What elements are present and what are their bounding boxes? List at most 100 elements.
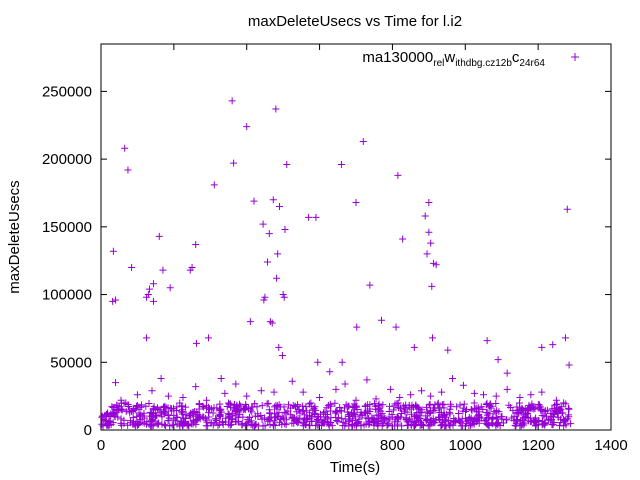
data-point-band <box>228 415 236 423</box>
data-point-band <box>270 417 278 425</box>
data-point-band <box>481 417 489 425</box>
data-point-band <box>385 420 393 428</box>
data-point <box>192 383 200 391</box>
data-point <box>503 369 511 377</box>
data-point-band <box>514 415 522 423</box>
data-point-band <box>413 413 421 421</box>
data-point-band <box>313 421 321 429</box>
data-point <box>259 220 267 228</box>
data-point <box>192 240 200 248</box>
data-point-band <box>483 409 491 417</box>
data-point-band <box>471 405 479 413</box>
data-point <box>149 280 157 288</box>
data-point <box>257 387 265 395</box>
data-point-band <box>120 416 128 424</box>
data-point <box>278 352 286 360</box>
data-point-band <box>535 417 543 425</box>
data-point-band <box>135 419 143 427</box>
data-point-band <box>368 414 376 422</box>
data-point-band <box>213 404 221 412</box>
data-point-band <box>183 421 191 429</box>
data-point-band <box>555 406 563 414</box>
data-point <box>230 159 238 167</box>
data-point-band <box>195 414 203 422</box>
data-point-band <box>508 414 516 422</box>
data-point <box>283 161 291 169</box>
data-point <box>527 391 535 399</box>
data-point-band <box>489 413 497 421</box>
data-point-band <box>231 407 239 415</box>
data-point-band <box>275 401 283 409</box>
data-point-band <box>346 411 354 419</box>
data-point-band <box>366 401 374 409</box>
data-point <box>305 213 313 221</box>
data-point <box>159 266 167 274</box>
data-point-band <box>402 401 410 409</box>
data-point <box>148 387 156 395</box>
data-point-band <box>543 413 551 421</box>
data-point <box>275 343 283 351</box>
data-point <box>338 358 346 366</box>
data-point <box>246 318 254 326</box>
data-point <box>438 388 446 396</box>
data-point-band <box>463 406 471 414</box>
data-point-band <box>223 402 231 410</box>
data-point-band <box>465 422 473 430</box>
data-point-band <box>169 404 177 412</box>
data-point <box>133 391 141 399</box>
data-point-band <box>126 406 134 414</box>
data-point-band <box>438 416 446 424</box>
data-point-band <box>406 415 414 423</box>
data-point-band <box>184 421 192 429</box>
data-point-band <box>164 417 172 425</box>
data-point-band <box>352 402 360 410</box>
data-point-band <box>381 414 389 422</box>
data-point-band <box>146 408 154 416</box>
data-point <box>549 341 557 349</box>
data-point-band <box>485 414 493 422</box>
data-point-band <box>362 420 370 428</box>
data-point-band <box>325 422 333 430</box>
data-point-band <box>431 406 439 414</box>
data-point-band <box>147 416 155 424</box>
data-point <box>276 203 283 211</box>
data-point-band <box>327 402 335 410</box>
data-point-band <box>218 419 226 427</box>
data-point-band <box>345 402 353 410</box>
data-point-band <box>426 407 434 415</box>
data-point-band <box>176 399 184 407</box>
data-point <box>359 138 367 146</box>
data-point-band <box>460 400 468 408</box>
data-point-band <box>242 400 250 408</box>
data-point-band <box>129 404 137 412</box>
data-points <box>98 97 575 430</box>
data-point <box>432 261 440 269</box>
x-tick-label: 800 <box>380 437 405 454</box>
data-point-band <box>214 421 222 429</box>
data-point-band <box>541 407 549 415</box>
data-point <box>232 380 240 388</box>
data-point-band <box>212 415 220 423</box>
data-point-band <box>355 415 363 423</box>
data-point-band <box>457 422 465 430</box>
data-point <box>428 282 436 290</box>
data-point-band <box>266 421 274 429</box>
data-point-band <box>137 412 145 420</box>
data-point-band <box>446 400 454 408</box>
data-point-band <box>182 415 190 423</box>
data-point-band <box>474 404 482 412</box>
data-point-band <box>158 420 166 428</box>
data-point-band <box>524 409 532 417</box>
data-point-band <box>277 415 285 423</box>
data-point <box>332 385 340 393</box>
plot-frame <box>100 43 612 431</box>
data-point-band <box>391 400 399 408</box>
data-point-band <box>429 418 437 426</box>
y-tick-label: 250000 <box>42 83 92 100</box>
data-point <box>353 323 361 331</box>
x-tick-label: 400 <box>234 437 259 454</box>
data-point-band <box>338 415 346 423</box>
data-point-band <box>293 417 301 425</box>
data-point-band <box>456 401 464 409</box>
